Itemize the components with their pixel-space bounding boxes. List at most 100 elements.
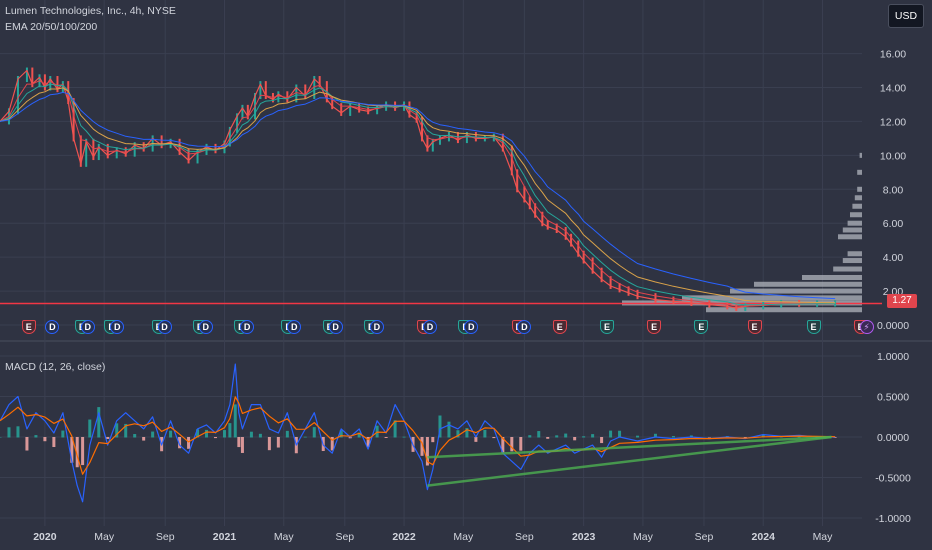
macd-histogram-bar bbox=[456, 430, 460, 438]
macd-histogram-bar bbox=[285, 430, 289, 438]
macd-tick-label: 1.0000 bbox=[877, 351, 909, 363]
macd-histogram-bar bbox=[384, 437, 388, 439]
dividend-event-icon[interactable]: D bbox=[287, 320, 302, 334]
macd-tick-label: 0.5000 bbox=[877, 392, 909, 404]
macd-histogram-bar bbox=[357, 432, 361, 438]
macd-indicator-label[interactable]: MACD (12, 26, close) bbox=[5, 361, 106, 373]
macd-histogram-bar bbox=[142, 437, 146, 441]
macd-histogram-bar bbox=[600, 437, 604, 444]
x-tick-label: Sep bbox=[335, 531, 354, 543]
volume-profile-bar bbox=[847, 251, 862, 257]
x-tick-label: May bbox=[633, 531, 654, 543]
macd-histogram-bar bbox=[402, 436, 406, 438]
macd-histogram-bar bbox=[330, 437, 334, 451]
macd-histogram-bar bbox=[25, 437, 29, 451]
macd-histogram-bar bbox=[196, 429, 200, 438]
macd-histogram-bar bbox=[564, 433, 568, 438]
volume-profile-bar bbox=[802, 275, 862, 280]
macd-histogram-bar bbox=[492, 437, 496, 439]
macd-histogram-bar bbox=[61, 430, 65, 438]
macd-histogram-bar bbox=[393, 420, 397, 438]
dividend-event-icon[interactable]: D bbox=[517, 320, 532, 334]
dividend-event-icon[interactable]: D bbox=[45, 320, 60, 334]
dividend-event-icon[interactable]: D bbox=[423, 320, 437, 334]
macd-trendline bbox=[427, 435, 832, 459]
macd-histogram-bar bbox=[474, 437, 478, 442]
dividend-event-icon[interactable]: D bbox=[369, 320, 384, 334]
earnings-event-icon[interactable]: E bbox=[600, 320, 614, 334]
macd-histogram-bar bbox=[636, 435, 640, 438]
macd-histogram-bar bbox=[240, 437, 244, 453]
macd-histogram-bar bbox=[222, 430, 226, 438]
macd-histogram-bar bbox=[743, 437, 747, 438]
last-price-tag: 1.27 bbox=[887, 294, 917, 308]
macd-histogram-bar bbox=[249, 431, 253, 438]
macd-histogram-bar bbox=[7, 427, 11, 438]
macd-histogram-bar bbox=[151, 431, 155, 438]
macd-histogram-bar bbox=[707, 437, 711, 438]
macd-tick-label: -1.0000 bbox=[875, 513, 911, 525]
earnings-event-icon[interactable]: E bbox=[747, 320, 762, 334]
macd-histogram-bar bbox=[348, 437, 352, 439]
currency-button[interactable]: USD bbox=[888, 4, 924, 28]
dividend-event-icon[interactable]: D bbox=[80, 320, 95, 334]
volume-profile-bar bbox=[857, 169, 862, 175]
split-event-icon[interactable]: ⚡ bbox=[859, 320, 874, 334]
macd-histogram-bar bbox=[447, 421, 451, 438]
macd-histogram-bar bbox=[169, 430, 173, 438]
volume-profile-bar bbox=[859, 152, 862, 158]
x-tick-label: May bbox=[453, 531, 474, 543]
macd-histogram-bar bbox=[591, 434, 595, 438]
macd-histogram-bar bbox=[106, 437, 110, 439]
earnings-event-icon[interactable]: E bbox=[21, 320, 36, 334]
macd-histogram-bar bbox=[761, 434, 765, 438]
macd-histogram-bar bbox=[671, 436, 675, 438]
macd-histogram-bar bbox=[237, 437, 241, 448]
price-tick-label: 8.00 bbox=[883, 184, 904, 196]
earnings-event-icon[interactable]: E bbox=[806, 320, 821, 334]
ema-indicator-label[interactable]: EMA 20/50/100/200 bbox=[5, 21, 98, 33]
dividend-event-icon[interactable]: D bbox=[328, 320, 343, 334]
macd-histogram-bar bbox=[34, 435, 38, 438]
macd-trendline bbox=[427, 435, 832, 487]
macd-histogram-bar bbox=[519, 437, 523, 451]
price-tick-label: 4.00 bbox=[883, 252, 904, 264]
macd-histogram-bar bbox=[133, 434, 137, 438]
x-tick-label: Sep bbox=[515, 531, 534, 543]
macd-histogram-bar bbox=[16, 426, 20, 438]
dividend-event-icon[interactable]: D bbox=[110, 320, 125, 334]
volume-profile-bar bbox=[838, 234, 862, 240]
signal-line bbox=[0, 396, 836, 475]
macd-histogram-bar bbox=[510, 437, 514, 452]
volume-profile-bar bbox=[847, 220, 862, 226]
macd-histogram-bar bbox=[81, 437, 85, 466]
macd-histogram-bar bbox=[70, 437, 74, 463]
macd-histogram-bar bbox=[653, 433, 657, 438]
dividend-event-icon[interactable]: D bbox=[240, 320, 255, 334]
macd-histogram-bar bbox=[312, 427, 316, 438]
macd-histogram-bar bbox=[303, 436, 307, 438]
earnings-event-icon[interactable]: E bbox=[647, 320, 662, 334]
macd-histogram-bar bbox=[52, 437, 56, 448]
earnings-event-icon[interactable]: E bbox=[552, 320, 567, 334]
macd-histogram-bar bbox=[555, 435, 559, 438]
x-tick-label: 2020 bbox=[33, 531, 57, 543]
ema20-line bbox=[0, 80, 836, 307]
dividend-event-icon[interactable]: D bbox=[198, 320, 213, 334]
x-tick-label: 2022 bbox=[392, 531, 416, 543]
x-tick-label: May bbox=[94, 531, 115, 543]
macd-histogram-bar bbox=[546, 437, 550, 439]
dividend-event-icon[interactable]: D bbox=[157, 320, 172, 334]
volume-profile-bar bbox=[850, 212, 862, 218]
macd-histogram-bar bbox=[528, 435, 532, 438]
volume-profile-bar bbox=[842, 227, 862, 233]
volume-profile-bar bbox=[857, 186, 862, 192]
x-tick-label: Sep bbox=[156, 531, 175, 543]
volume-profile-bar bbox=[852, 203, 862, 209]
earnings-event-icon[interactable]: E bbox=[694, 320, 709, 334]
macd-histogram-bar bbox=[483, 429, 487, 438]
macd-histogram-bar bbox=[43, 437, 47, 442]
dividend-event-icon[interactable]: D bbox=[464, 320, 479, 334]
macd-line bbox=[0, 363, 836, 503]
